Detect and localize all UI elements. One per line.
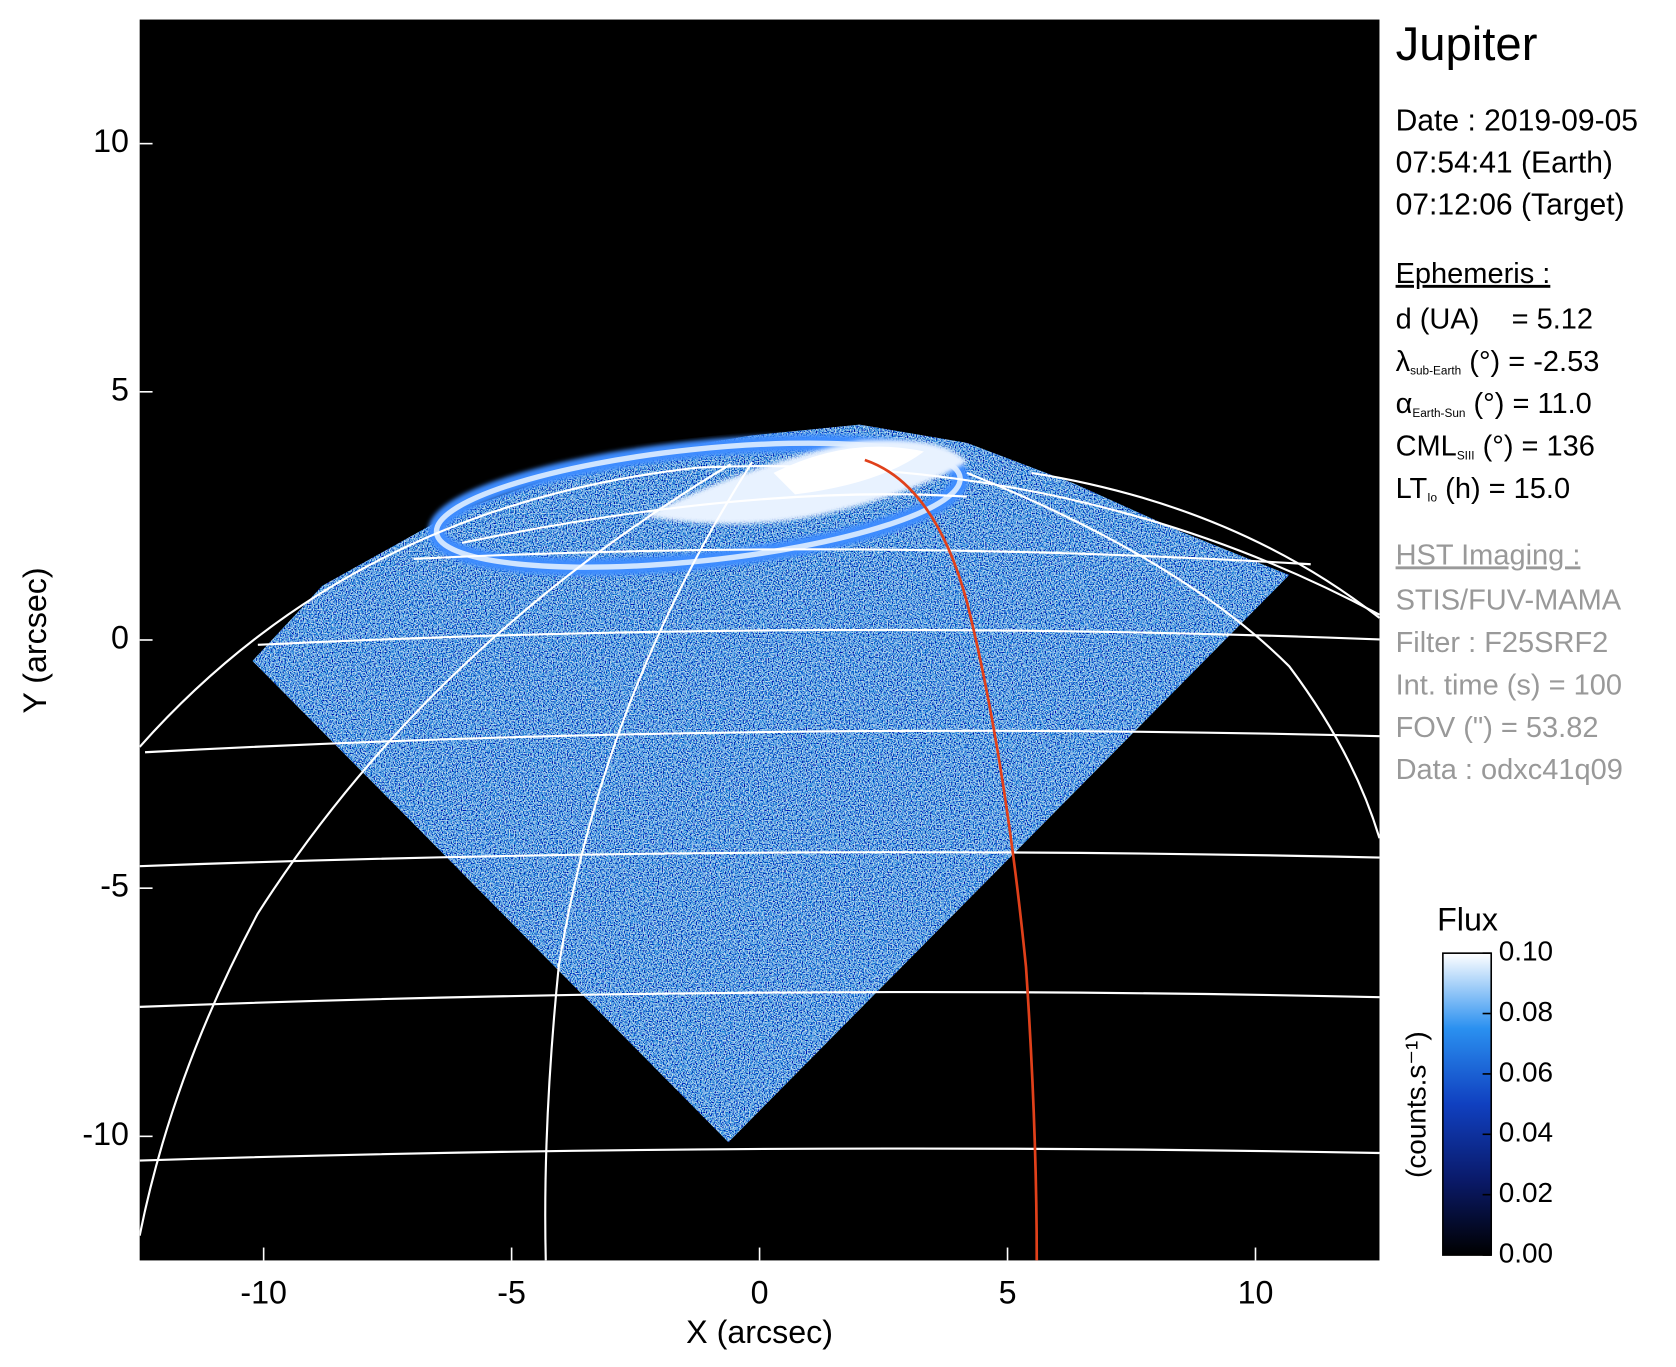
colorbar-label: (counts.s⁻¹) xyxy=(1401,1031,1432,1178)
y-tick-label: 5 xyxy=(111,371,129,407)
imaging-line: STIS/FUV-MAMA xyxy=(1396,585,1622,617)
x-axis-label: X (arcsec) xyxy=(686,1314,833,1350)
ephemeris-text: d (UA) = 5.12 xyxy=(1396,303,1593,335)
ephemeris-line: αEarth-Sun (°) = 11.0 xyxy=(1396,388,1592,420)
target-time: 07:12:06 (Target) xyxy=(1396,188,1625,221)
ephemeris-symbol: CML xyxy=(1396,430,1457,462)
date: Date : 2019-09-05 xyxy=(1396,105,1638,138)
ephemeris-subscript: sub-Earth xyxy=(1410,364,1461,378)
y-tick-label: 10 xyxy=(93,123,129,159)
ephemeris-title: Ephemeris : xyxy=(1396,258,1551,290)
ephemeris-text: (°) = 136 xyxy=(1475,430,1595,462)
y-tick-label: -10 xyxy=(82,1116,129,1152)
ephemeris-text: (h) = 15.0 xyxy=(1437,473,1570,505)
colorbar-title: Flux xyxy=(1437,902,1498,938)
y-tick-label: 0 xyxy=(111,620,129,656)
aurora-core xyxy=(773,446,924,495)
imaging-line: FOV (") = 53.82 xyxy=(1396,712,1599,744)
ephemeris-text: (°) = 11.0 xyxy=(1465,388,1591,420)
ephemeris-symbol: LT xyxy=(1396,473,1428,505)
colorbar-tick-label: 0.10 xyxy=(1499,936,1553,967)
colorbar xyxy=(1442,952,1493,1256)
x-tick-label: 10 xyxy=(1238,1274,1274,1310)
earth-time: 07:54:41 (Earth) xyxy=(1396,147,1613,180)
observed-noise xyxy=(252,424,1290,1143)
x-tick-label: -5 xyxy=(497,1274,526,1310)
ephemeris-line: d (UA) = 5.12 xyxy=(1396,303,1593,335)
ephemeris-text: (°) = -2.53 xyxy=(1461,345,1599,377)
colorbar-tick-label: 0.08 xyxy=(1499,996,1553,1027)
x-tick-label: 0 xyxy=(751,1274,769,1310)
ephemeris-line: CMLSIII (°) = 136 xyxy=(1396,430,1595,462)
colorbar-tick-label: 0.04 xyxy=(1499,1117,1553,1148)
y-axis-label: Y (arcsec) xyxy=(17,567,53,713)
ephemeris-subscript: Earth-Sun xyxy=(1412,406,1465,420)
colorbar-tick-label: 0.00 xyxy=(1499,1237,1553,1268)
ephemeris-subscript: SIII xyxy=(1457,448,1475,462)
ephemeris-line: λsub-Earth (°) = -2.53 xyxy=(1396,345,1600,377)
y-tick-label: -5 xyxy=(100,868,129,904)
ephemeris-symbol: λ xyxy=(1396,345,1411,377)
colorbar-tick-label: 0.06 xyxy=(1499,1056,1553,1087)
io-footprint-curve xyxy=(864,458,1039,1261)
x-tick-label: -10 xyxy=(240,1274,287,1310)
imaging-line: Data : odxc41q09 xyxy=(1396,754,1623,786)
ephemeris-symbol: α xyxy=(1396,388,1413,420)
x-tick-label: 5 xyxy=(999,1274,1017,1310)
ephemeris-subscript: Io xyxy=(1427,491,1437,505)
title: Jupiter xyxy=(1396,18,1538,71)
imaging-line: Filter : F25SRF2 xyxy=(1396,627,1609,659)
planet-grid xyxy=(139,461,1380,1261)
ephemeris-line: LTIo (h) = 15.0 xyxy=(1396,473,1571,505)
imaging-line: Int. time (s) = 100 xyxy=(1396,669,1622,701)
image-layer xyxy=(139,424,1380,1261)
imaging-title: HST Imaging : xyxy=(1396,539,1581,571)
colorbar-tick-label: 0.02 xyxy=(1499,1177,1553,1208)
